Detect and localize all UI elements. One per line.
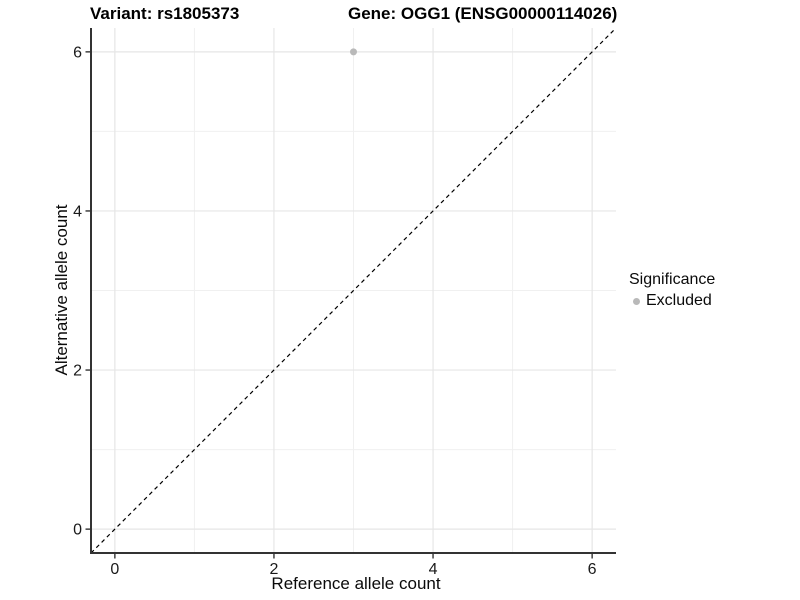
x-tick-label-2: 2 <box>270 561 279 578</box>
y-tick-label-0: 0 <box>73 522 82 539</box>
legend: Significance Excluded <box>629 271 715 310</box>
plot-title-gene: Gene: OGG1 (ENSG00000114026) <box>348 4 618 23</box>
legend-title: Significance <box>629 271 716 288</box>
y-axis-title: Alternative allele count <box>52 204 71 376</box>
x-tick-label-6: 6 <box>588 561 597 578</box>
legend-point-icon <box>633 297 640 305</box>
identity-dashed-line <box>90 27 617 554</box>
y-tick-label-6: 6 <box>73 44 82 61</box>
legend-item-excluded: Excluded <box>629 292 715 310</box>
x-tick-label-4: 4 <box>429 561 438 578</box>
y-tick-label-2: 2 <box>73 363 82 380</box>
plot-title-variant: Variant: rs1805373 <box>90 4 240 23</box>
legend-item-label: Excluded <box>646 292 712 309</box>
x-axis-title: Reference allele count <box>271 574 441 593</box>
y-tick-label-4: 4 <box>73 203 82 220</box>
x-tick-label-0: 0 <box>110 561 119 578</box>
data-point-excluded-3-6 <box>350 48 357 56</box>
